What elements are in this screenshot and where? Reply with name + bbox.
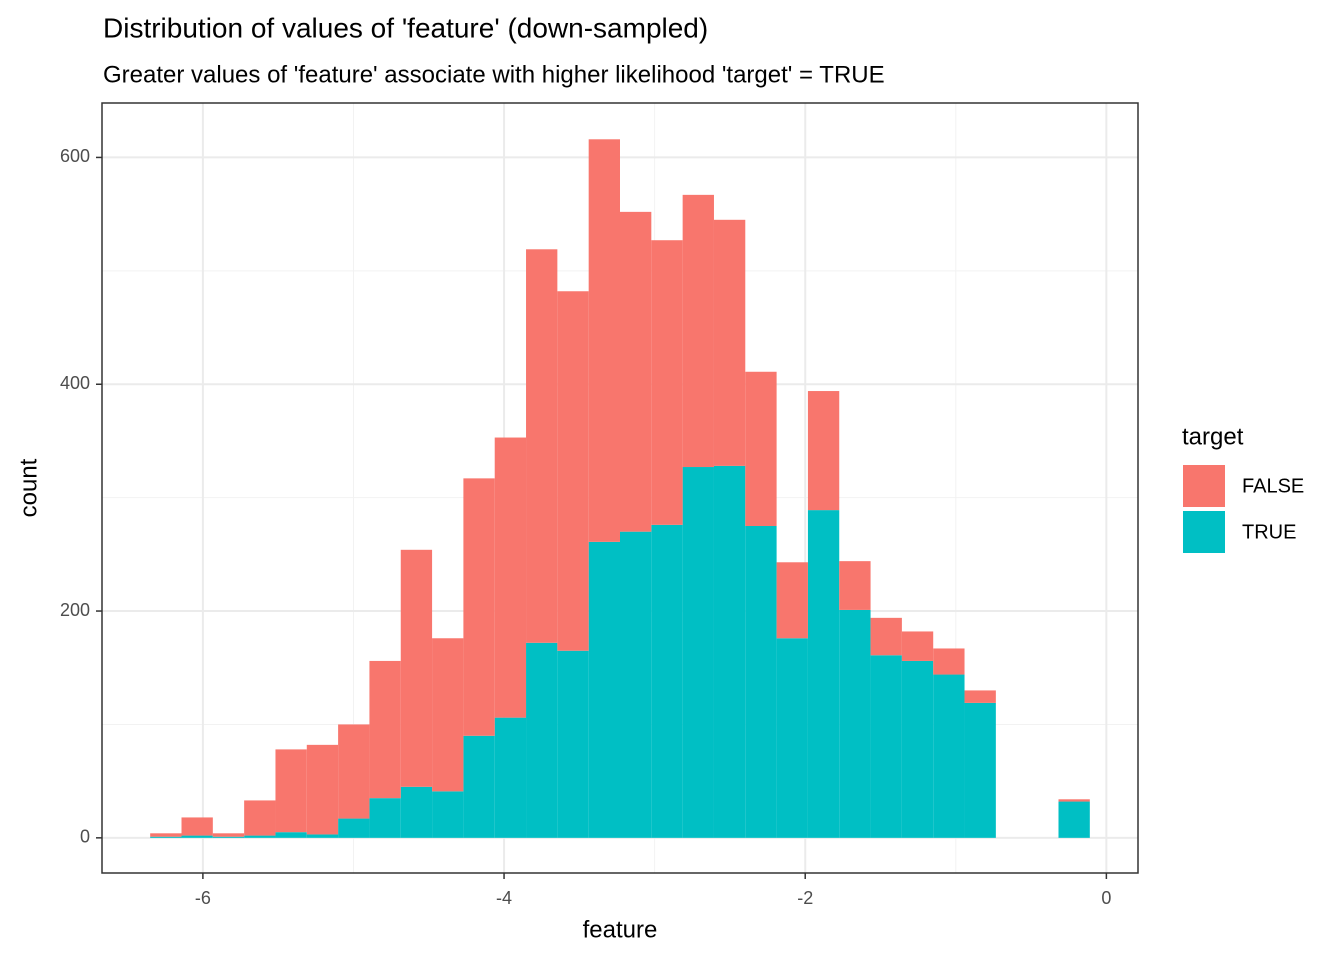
- bar: [651, 240, 683, 525]
- bar: [620, 531, 652, 838]
- x-axis-title: feature: [583, 916, 658, 943]
- bar: [338, 818, 370, 838]
- bar: [588, 541, 620, 838]
- bar: [212, 836, 245, 838]
- bar: [745, 371, 777, 526]
- bar: [839, 609, 871, 838]
- chart-title: Distribution of values of 'feature' (dow…: [103, 12, 708, 43]
- bar: [275, 749, 307, 833]
- y-tick-label: 600: [60, 146, 90, 166]
- bar: [369, 660, 401, 799]
- bar: [964, 690, 996, 703]
- bar: [212, 833, 245, 837]
- bar: [713, 219, 746, 466]
- bar: [682, 467, 714, 838]
- bar: [651, 524, 683, 838]
- bar: [400, 786, 433, 838]
- y-axis-title: count: [15, 458, 42, 517]
- bar: [432, 638, 464, 792]
- bar: [776, 638, 808, 838]
- bar: [620, 211, 652, 532]
- bar: [933, 674, 965, 838]
- x-tick-label: -4: [496, 888, 512, 908]
- bar: [901, 660, 934, 838]
- bar: [150, 833, 182, 837]
- bar: [400, 549, 433, 787]
- y-tick-label: 200: [60, 600, 90, 620]
- bar: [275, 832, 307, 838]
- bar: [870, 655, 902, 838]
- bar: [181, 835, 213, 838]
- bar: [839, 561, 871, 610]
- legend-title: target: [1182, 423, 1244, 450]
- legend-label: FALSE: [1242, 475, 1304, 497]
- bar: [463, 478, 495, 736]
- bar: [244, 835, 276, 838]
- bar: [557, 291, 589, 651]
- bar: [713, 465, 746, 838]
- x-tick-label: -2: [797, 888, 813, 908]
- x-tick-label: -6: [195, 888, 211, 908]
- bar: [150, 836, 182, 838]
- bar: [338, 724, 370, 819]
- bar: [745, 525, 777, 838]
- bar: [682, 194, 714, 468]
- bar: [1058, 799, 1090, 802]
- bar: [933, 648, 965, 675]
- bar: [557, 650, 589, 838]
- legend-key: [1183, 511, 1225, 553]
- bar: [588, 139, 620, 542]
- y-tick-label: 400: [60, 373, 90, 393]
- bar: [494, 437, 527, 718]
- chart-subtitle: Greater values of 'feature' associate wi…: [103, 61, 885, 88]
- y-tick-label: 0: [80, 827, 90, 847]
- legend-key: [1183, 465, 1225, 507]
- bar: [463, 735, 495, 838]
- bar: [776, 562, 808, 639]
- bar: [181, 817, 213, 836]
- panel-border: [101, 102, 1139, 874]
- bar: [494, 717, 527, 838]
- bar: [807, 510, 840, 838]
- bar: [901, 631, 934, 661]
- legend-label: TRUE: [1242, 521, 1296, 543]
- bar: [1058, 801, 1090, 838]
- bar: [369, 798, 401, 838]
- bar: [306, 834, 339, 838]
- bar: [244, 800, 276, 836]
- x-tick-label: 0: [1101, 888, 1111, 908]
- bar: [306, 744, 339, 835]
- bar: [526, 642, 558, 838]
- bar: [432, 791, 464, 838]
- bar: [870, 617, 902, 656]
- bar: [807, 391, 840, 511]
- bar: [964, 702, 996, 838]
- bar: [526, 249, 558, 643]
